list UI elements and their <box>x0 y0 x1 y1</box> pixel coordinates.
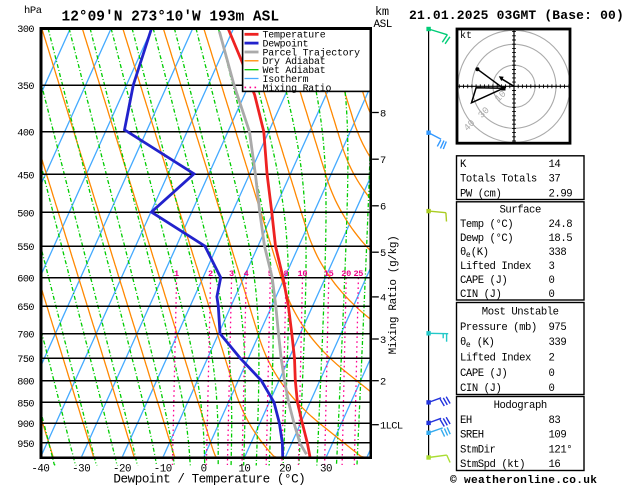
svg-text:4: 4 <box>380 293 386 305</box>
svg-text:550: 550 <box>17 243 34 254</box>
svg-text:900: 900 <box>17 420 34 431</box>
svg-text:StmDir: StmDir <box>460 444 496 456</box>
svg-text:θe (K): θe (K) <box>460 337 494 350</box>
svg-text:5: 5 <box>380 248 386 260</box>
svg-text:109: 109 <box>549 430 567 442</box>
svg-text:Most Unstable: Most Unstable <box>482 307 559 319</box>
svg-text:0: 0 <box>549 368 555 380</box>
svg-text:15: 15 <box>324 269 334 279</box>
svg-text:18.5: 18.5 <box>549 233 573 245</box>
svg-text:-40: -40 <box>31 464 49 476</box>
svg-text:3: 3 <box>549 261 555 273</box>
svg-text:4: 4 <box>244 269 249 279</box>
svg-text:CIN (J): CIN (J) <box>460 383 501 395</box>
svg-text:Surface: Surface <box>500 205 541 217</box>
svg-text:6: 6 <box>380 202 386 214</box>
svg-text:CIN (J): CIN (J) <box>460 289 501 301</box>
svg-text:800: 800 <box>17 378 34 389</box>
svg-text:2: 2 <box>208 269 213 279</box>
svg-text:Temp (°C): Temp (°C) <box>460 219 513 231</box>
svg-text:θe(K): θe(K) <box>460 247 489 260</box>
svg-text:950: 950 <box>17 440 34 451</box>
svg-text:650: 650 <box>17 303 34 314</box>
svg-text:2: 2 <box>380 377 386 389</box>
svg-text:500: 500 <box>17 209 34 220</box>
svg-text:kt: kt <box>460 30 472 42</box>
svg-text:10: 10 <box>298 269 308 279</box>
svg-text:0: 0 <box>549 275 555 287</box>
svg-text:StmSpd (kt): StmSpd (kt) <box>460 459 525 471</box>
svg-text:CAPE (J): CAPE (J) <box>460 275 507 287</box>
svg-text:-30: -30 <box>72 464 90 476</box>
svg-text:14: 14 <box>549 159 561 171</box>
svg-text:Lifted Index: Lifted Index <box>460 353 531 365</box>
svg-text:3: 3 <box>380 335 386 347</box>
svg-text:1: 1 <box>174 269 179 279</box>
svg-text:Mixing Ratio (g/kg): Mixing Ratio (g/kg) <box>388 236 400 355</box>
svg-text:338: 338 <box>549 247 567 259</box>
svg-text:750: 750 <box>17 355 34 366</box>
svg-text:16: 16 <box>549 459 561 471</box>
svg-text:Mixing Ratio: Mixing Ratio <box>263 83 332 94</box>
svg-text:7: 7 <box>380 155 386 167</box>
svg-text:339: 339 <box>549 337 567 349</box>
svg-text:Pressure (mb): Pressure (mb) <box>460 322 537 334</box>
svg-text:3: 3 <box>229 269 234 279</box>
svg-text:1LCL: 1LCL <box>380 421 403 433</box>
svg-text:24.8: 24.8 <box>549 219 573 231</box>
svg-text:ASL: ASL <box>374 19 392 31</box>
svg-text:2: 2 <box>549 353 555 365</box>
svg-text:400: 400 <box>17 129 34 140</box>
svg-text:km: km <box>375 5 389 19</box>
svg-text:Dewpoint / Temperature (°C): Dewpoint / Temperature (°C) <box>113 473 305 487</box>
svg-text:850: 850 <box>17 399 34 410</box>
svg-text:350: 350 <box>17 82 34 93</box>
svg-text:83: 83 <box>549 415 561 427</box>
svg-text:Totals Totals: Totals Totals <box>460 174 537 186</box>
svg-text:21.01.2025 03GMT (Base: 00): 21.01.2025 03GMT (Base: 00) <box>409 8 624 23</box>
svg-text:Lifted Index: Lifted Index <box>460 261 531 273</box>
svg-text:Dewp (°C): Dewp (°C) <box>460 233 513 245</box>
svg-text:12°09'N 273°10'W 193m ASL: 12°09'N 273°10'W 193m ASL <box>62 10 280 26</box>
svg-text:600: 600 <box>17 275 34 286</box>
svg-text:300: 300 <box>17 25 34 36</box>
svg-text:0: 0 <box>549 383 555 395</box>
svg-text:30: 30 <box>320 464 332 476</box>
svg-text:37: 37 <box>549 174 561 186</box>
svg-text:PW (cm): PW (cm) <box>460 188 501 200</box>
svg-text:700: 700 <box>17 331 34 342</box>
svg-text:EH: EH <box>460 415 472 427</box>
svg-text:2.99: 2.99 <box>549 188 573 200</box>
svg-text:121°: 121° <box>549 444 573 456</box>
svg-text:0: 0 <box>549 289 555 301</box>
svg-text:© weatheronline.co.uk: © weatheronline.co.uk <box>450 475 597 486</box>
svg-text:SREH: SREH <box>460 430 484 442</box>
svg-text:20: 20 <box>341 269 351 279</box>
svg-text:Hodograph: Hodograph <box>494 400 547 412</box>
svg-text:25: 25 <box>353 269 363 279</box>
svg-text:CAPE (J): CAPE (J) <box>460 368 507 380</box>
svg-text:8: 8 <box>380 108 386 120</box>
svg-text:450: 450 <box>17 171 34 182</box>
svg-text:hPa: hPa <box>24 5 42 17</box>
svg-text:975: 975 <box>549 322 567 334</box>
